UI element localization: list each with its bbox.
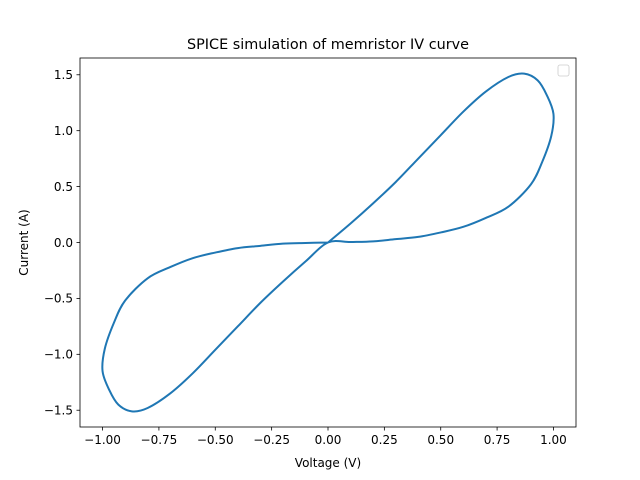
y-tick-label: 0.5 [54, 180, 73, 194]
x-tick-label: −0.75 [141, 433, 178, 447]
x-axis-label: Voltage (V) [295, 456, 361, 470]
y-tick-label: −1.0 [44, 348, 73, 362]
x-tick-label: 0.75 [484, 433, 511, 447]
x-tick-label: 0.25 [371, 433, 398, 447]
plot-marks [101, 72, 555, 413]
x-tick-label: −1.00 [84, 433, 121, 447]
y-tick-label: 0.0 [54, 236, 73, 250]
x-tick-label: −0.50 [197, 433, 234, 447]
x-tick-label: 0.50 [427, 433, 454, 447]
y-tick-label: 1.5 [54, 68, 73, 82]
y-tick-label: −0.5 [44, 292, 73, 306]
x-tick-label: −0.25 [253, 433, 290, 447]
chart-title: SPICE simulation of memristor IV curve [187, 37, 469, 53]
legend-box [557, 64, 570, 77]
y-axis: −1.5 −1.0 −0.5 0.0 0.5 1.0 1.5 [44, 68, 80, 418]
series-line [101, 72, 555, 413]
y-tick-label: −1.5 [44, 404, 73, 418]
y-axis-label: Current (A) [17, 209, 31, 275]
x-tick-label: 1.00 [540, 433, 567, 447]
x-tick-label: 0.00 [315, 433, 342, 447]
y-tick-label: 1.0 [54, 124, 73, 138]
x-axis: −1.00 −0.75 −0.50 −0.25 0.00 0.25 0.50 0.75 1.00 [84, 427, 567, 447]
